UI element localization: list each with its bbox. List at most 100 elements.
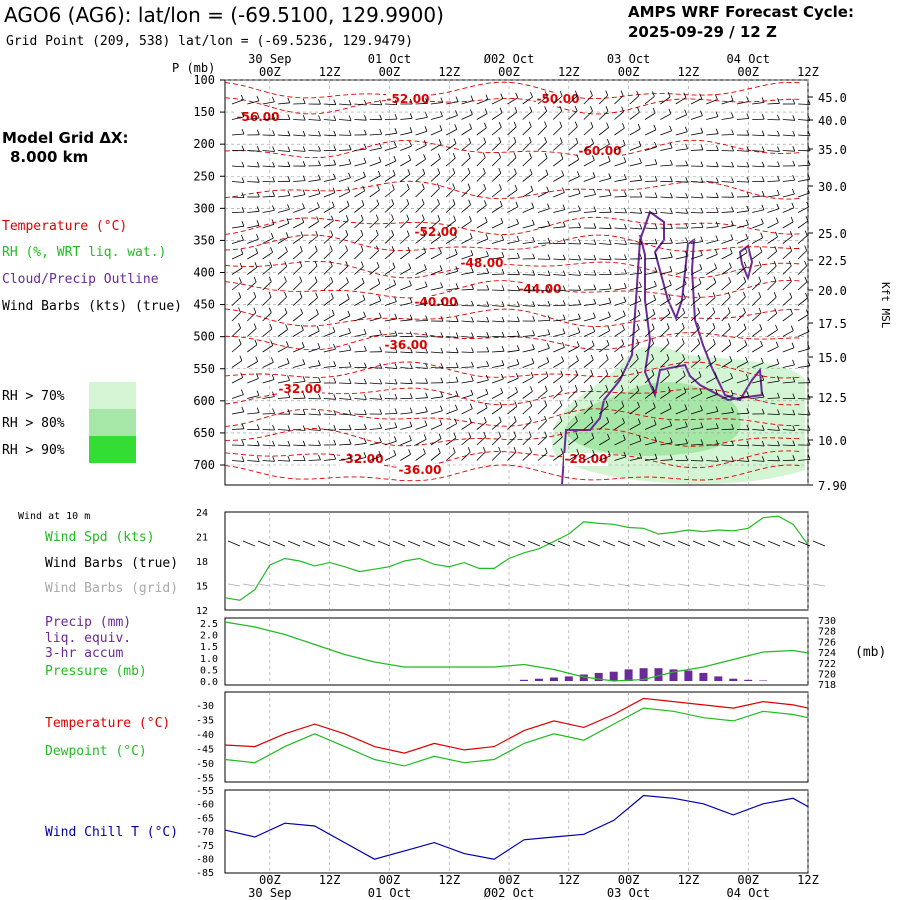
wind-barb-flag [654, 253, 658, 259]
wind-barb-flag [622, 139, 626, 146]
wind-barb-flag [377, 184, 380, 191]
wind-barb-flag [761, 218, 764, 224]
wind-barb-shaft [568, 332, 581, 337]
wind-barb-shaft [629, 374, 639, 384]
wind-barb-shaft [430, 219, 441, 229]
wind-barb-flag [562, 342, 565, 348]
wind-barb-flag [532, 253, 536, 259]
wind-barb-flag [715, 161, 719, 167]
wind-barb-flag [531, 219, 535, 225]
wind-barb-shaft [507, 173, 517, 182]
wind-barb-flag [529, 152, 532, 158]
wind-barb-flag [302, 376, 306, 382]
wind-barb-shaft [751, 296, 761, 306]
wind-barb-flag [547, 270, 551, 276]
wind-barb-flag [256, 233, 259, 240]
wind-barb-shaft [751, 312, 762, 322]
wind-barb-true [422, 540, 436, 547]
wind-barb-flag [746, 113, 750, 119]
wind-barb-shaft [400, 235, 410, 244]
wind-barb-flag [302, 189, 306, 195]
wind-barb-shaft [629, 128, 641, 136]
wind-barb-shaft [752, 150, 765, 152]
wind-barb-true [632, 540, 646, 547]
wind-barb-grid [527, 583, 541, 587]
wind-barb-flag [333, 377, 337, 384]
wind-barb-flag [637, 309, 641, 316]
wind-barb-shaft [247, 460, 260, 462]
pressure-tick-label: 500 [193, 330, 215, 344]
wind-barb-flag [593, 298, 597, 304]
wind-barb-flag [254, 339, 258, 345]
wind-barb-flag [669, 252, 673, 258]
wind-barb-flag [562, 285, 566, 291]
wind-barb-flag [333, 343, 336, 350]
wind-barb-shaft [721, 360, 733, 368]
wind-barb-flag [514, 401, 518, 407]
wind-barb-shaft [323, 429, 336, 431]
wind-barb-flag [590, 90, 593, 96]
wind-barb-shaft [445, 204, 456, 213]
wind-barb-shaft [446, 270, 458, 275]
wind-barb-shaft [782, 364, 795, 368]
wind-barb-flag [361, 277, 365, 284]
wind-barb-flag [591, 138, 594, 144]
wind-barb-shaft [675, 359, 685, 368]
wind-speed-tick-label: 21 [196, 533, 208, 544]
forecast-cycle-label: AMPS WRF Forecast Cycle: [628, 3, 854, 21]
wind-barb-true [362, 540, 376, 547]
wind-barb-flag [287, 455, 291, 462]
wind-barb-flag [394, 113, 398, 120]
wind-barb-flag [500, 93, 504, 99]
wind-barb-shaft [675, 131, 688, 136]
wind-barb-flag [256, 373, 259, 379]
wind-barb-flag [622, 324, 625, 331]
wind-barb-flag [715, 235, 719, 241]
wind-barb-flag [285, 324, 288, 330]
wind-barb-shaft [522, 126, 532, 136]
wind-barb-flag [653, 419, 657, 425]
wind-barb-true [452, 540, 466, 547]
wind-barb-flag [559, 431, 563, 438]
wind-barb-flag [666, 323, 670, 329]
wind-barb-flag [792, 188, 795, 195]
wind-barb-shaft [293, 134, 306, 137]
wind-barb-flag [547, 329, 551, 335]
wind-barb-shaft [797, 281, 808, 291]
wind-barb-flag [620, 385, 624, 391]
wind-barb-flag [287, 204, 290, 210]
wind-barb-flag [318, 174, 321, 180]
temperature-contour-label: -52.00 [415, 225, 458, 239]
wind-barb-shaft [308, 297, 318, 306]
wind-barb-flag [253, 276, 257, 283]
wind-barb-shaft [690, 283, 702, 291]
wind-barb-shaft [247, 150, 260, 152]
wind-barb-flag [546, 186, 550, 192]
wind-barb-shaft [231, 343, 242, 353]
wind-barb-flag [562, 254, 566, 260]
wind-barb-shaft [598, 421, 609, 430]
wind-barb-flag [501, 285, 505, 291]
wind-barb-shaft [537, 420, 547, 430]
wind-barb-flag [593, 223, 597, 229]
wind-barb-true [797, 540, 811, 547]
wind-barb-flag [394, 436, 397, 442]
wind-barb-shaft [430, 438, 442, 446]
wind-barb-flag [409, 421, 413, 427]
wind-barb-grid [317, 583, 331, 587]
wind-barb-shaft [476, 320, 489, 323]
wind-barb-shaft [461, 172, 471, 182]
wind-barb-flag [777, 409, 780, 415]
wind-barb-flag [238, 277, 242, 283]
precip-bar [520, 679, 528, 681]
wind-barb-flag [683, 293, 686, 299]
wind-barb-shaft [430, 173, 440, 182]
wind-barb-shaft [706, 460, 719, 462]
wind-barb-flag [407, 169, 411, 175]
wind-barb-shaft [568, 389, 578, 399]
wind-barb-shaft [752, 429, 765, 431]
wind-barb-flag [409, 407, 413, 413]
wind-barb-shaft [507, 157, 517, 167]
wind-barb-shaft [430, 116, 443, 120]
wind-barb-shaft [446, 336, 459, 338]
